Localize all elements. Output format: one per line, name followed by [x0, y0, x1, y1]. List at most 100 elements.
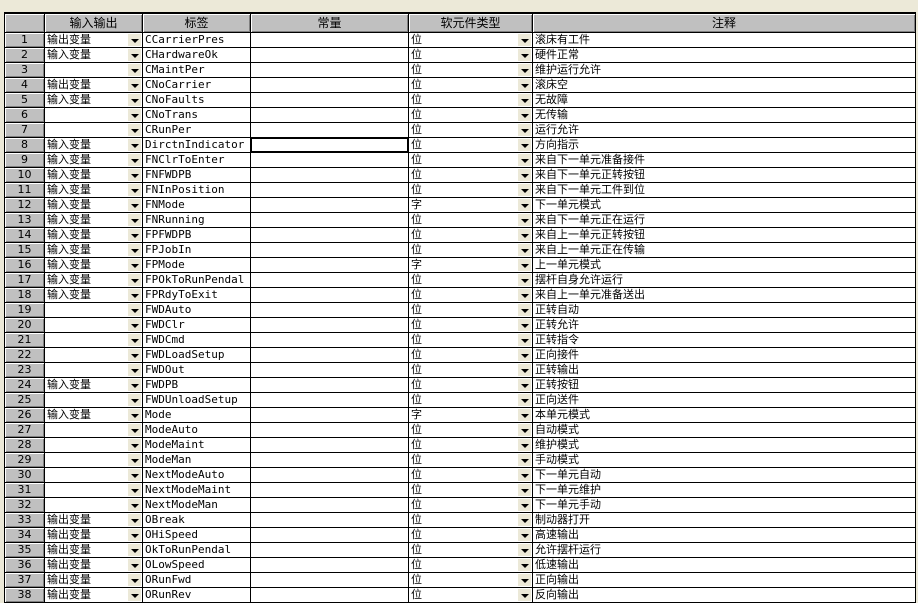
constant-cell[interactable]: [250, 467, 409, 483]
dropdown-arrow-icon[interactable]: [128, 64, 141, 76]
comment-cell[interactable]: 来自上一单元准备送出: [532, 287, 916, 303]
constant-cell[interactable]: [250, 122, 409, 138]
row-number[interactable]: 5: [4, 92, 45, 108]
comment-cell[interactable]: 运行允许: [532, 122, 916, 138]
io-select[interactable]: 输入变量: [44, 287, 143, 303]
device-type-select[interactable]: 位: [408, 92, 533, 108]
dropdown-arrow-icon[interactable]: [128, 214, 141, 226]
io-select[interactable]: [44, 482, 143, 498]
constant-cell[interactable]: [250, 587, 409, 603]
io-select[interactable]: 输入变量: [44, 47, 143, 63]
device-type-select[interactable]: 位: [408, 32, 533, 48]
row-number[interactable]: 36: [4, 557, 45, 573]
tag-cell[interactable]: OHiSpeed: [142, 527, 251, 543]
constant-cell[interactable]: [250, 167, 409, 183]
tag-cell[interactable]: OLowSpeed: [142, 557, 251, 573]
dropdown-arrow-icon[interactable]: [518, 484, 531, 496]
dropdown-arrow-icon[interactable]: [128, 334, 141, 346]
dropdown-arrow-icon[interactable]: [518, 394, 531, 406]
comment-cell[interactable]: 无传输: [532, 107, 916, 123]
dropdown-arrow-icon[interactable]: [128, 529, 141, 541]
dropdown-arrow-icon[interactable]: [518, 514, 531, 526]
constant-cell[interactable]: [250, 32, 409, 48]
io-select[interactable]: [44, 497, 143, 513]
io-select[interactable]: [44, 332, 143, 348]
row-number[interactable]: 27: [4, 422, 45, 438]
io-select[interactable]: 输入变量: [44, 182, 143, 198]
row-number[interactable]: 35: [4, 542, 45, 558]
dropdown-arrow-icon[interactable]: [128, 34, 141, 46]
io-select[interactable]: 输出变量: [44, 32, 143, 48]
device-type-select[interactable]: 字: [408, 407, 533, 423]
constant-cell[interactable]: [250, 422, 409, 438]
io-select[interactable]: 输入变量: [44, 242, 143, 258]
dropdown-arrow-icon[interactable]: [518, 289, 531, 301]
dropdown-arrow-icon[interactable]: [518, 214, 531, 226]
row-number[interactable]: 3: [4, 62, 45, 78]
dropdown-arrow-icon[interactable]: [518, 259, 531, 271]
tag-cell[interactable]: NextModeMan: [142, 497, 251, 513]
dropdown-arrow-icon[interactable]: [128, 319, 141, 331]
dropdown-arrow-icon[interactable]: [128, 379, 141, 391]
comment-cell[interactable]: 来自下一单元工件到位: [532, 182, 916, 198]
tag-cell[interactable]: FPFWDPB: [142, 227, 251, 243]
dropdown-arrow-icon[interactable]: [518, 559, 531, 571]
device-type-select[interactable]: 位: [408, 542, 533, 558]
dropdown-arrow-icon[interactable]: [518, 199, 531, 211]
header-tag[interactable]: 标签: [142, 12, 251, 33]
io-select[interactable]: 输入变量: [44, 272, 143, 288]
io-select[interactable]: [44, 422, 143, 438]
tag-cell[interactable]: OkToRunPendal: [142, 542, 251, 558]
dropdown-arrow-icon[interactable]: [128, 244, 141, 256]
dropdown-arrow-icon[interactable]: [518, 184, 531, 196]
comment-cell[interactable]: 正转输出: [532, 362, 916, 378]
io-select[interactable]: 输入变量: [44, 257, 143, 273]
device-type-select[interactable]: 位: [408, 467, 533, 483]
io-select[interactable]: 输入变量: [44, 227, 143, 243]
io-select[interactable]: [44, 317, 143, 333]
dropdown-arrow-icon[interactable]: [518, 574, 531, 586]
io-select[interactable]: 输入变量: [44, 407, 143, 423]
comment-cell[interactable]: 下一单元手动: [532, 497, 916, 513]
device-type-select[interactable]: 位: [408, 77, 533, 93]
row-number[interactable]: 2: [4, 47, 45, 63]
device-type-select[interactable]: 位: [408, 287, 533, 303]
header-comment[interactable]: 注释: [532, 12, 916, 33]
constant-cell[interactable]: [250, 392, 409, 408]
comment-cell[interactable]: 正向接件: [532, 347, 916, 363]
constant-cell[interactable]: [250, 212, 409, 228]
comment-cell[interactable]: 方向指示: [532, 137, 916, 153]
dropdown-arrow-icon[interactable]: [128, 364, 141, 376]
dropdown-arrow-icon[interactable]: [518, 244, 531, 256]
row-number[interactable]: 34: [4, 527, 45, 543]
dropdown-arrow-icon[interactable]: [518, 589, 531, 601]
io-select[interactable]: 输出变量: [44, 527, 143, 543]
constant-cell[interactable]: [250, 572, 409, 588]
device-type-select[interactable]: 字: [408, 257, 533, 273]
dropdown-arrow-icon[interactable]: [518, 49, 531, 61]
dropdown-arrow-icon[interactable]: [518, 409, 531, 421]
io-select[interactable]: [44, 362, 143, 378]
row-number[interactable]: 37: [4, 572, 45, 588]
device-type-select[interactable]: 位: [408, 272, 533, 288]
dropdown-arrow-icon[interactable]: [518, 379, 531, 391]
constant-cell[interactable]: [250, 92, 409, 108]
row-number[interactable]: 7: [4, 122, 45, 138]
io-select[interactable]: 输出变量: [44, 587, 143, 603]
tag-cell[interactable]: NextModeMaint: [142, 482, 251, 498]
dropdown-arrow-icon[interactable]: [518, 124, 531, 136]
constant-cell[interactable]: [250, 272, 409, 288]
dropdown-arrow-icon[interactable]: [128, 184, 141, 196]
dropdown-arrow-icon[interactable]: [128, 544, 141, 556]
comment-cell[interactable]: 正转自动: [532, 302, 916, 318]
header-io[interactable]: 输入输出: [44, 12, 143, 33]
dropdown-arrow-icon[interactable]: [128, 514, 141, 526]
dropdown-arrow-icon[interactable]: [128, 409, 141, 421]
device-type-select[interactable]: 位: [408, 422, 533, 438]
dropdown-arrow-icon[interactable]: [128, 349, 141, 361]
comment-cell[interactable]: 来自下一单元正转按钮: [532, 167, 916, 183]
row-number[interactable]: 6: [4, 107, 45, 123]
dropdown-arrow-icon[interactable]: [128, 439, 141, 451]
dropdown-arrow-icon[interactable]: [518, 469, 531, 481]
io-select[interactable]: [44, 467, 143, 483]
